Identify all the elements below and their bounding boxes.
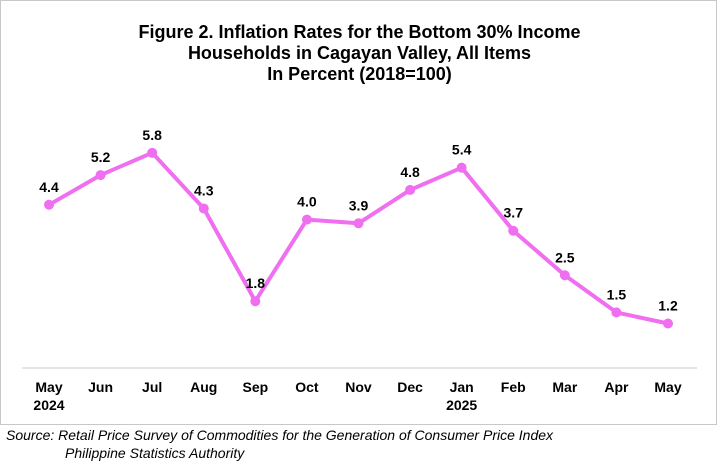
chart-frame (0, 0, 717, 425)
x-tick-label: Feb (501, 379, 526, 395)
data-point (405, 184, 416, 195)
line-chart: 4.4 May 2024 5.2 Jun 5.8 Jul 4.3 Aug 1.8 Sep 4.0 Oct… (22, 127, 697, 413)
chart-title-line-3: In Percent (2018=100) (267, 64, 452, 84)
chart-title-line-2: Households in Cagayan Valley, All Items (187, 43, 532, 63)
data-label: 4.3 (194, 182, 214, 198)
source-note: Source: Retail Price Survey of Commoditi… (6, 426, 553, 462)
data-point (147, 147, 158, 158)
x-tick-label: May (654, 379, 681, 395)
x-tick-label: Sep (242, 379, 268, 395)
x-tick-label: Dec (397, 379, 423, 395)
data-label: 3.7 (504, 205, 524, 221)
series-line (47, 150, 670, 326)
data-label: 1.2 (658, 297, 678, 313)
x-tick-year-label: 2025 (446, 397, 477, 413)
data-point (663, 318, 673, 329)
data-point (44, 199, 54, 210)
x-tick-label: Jul (142, 379, 162, 395)
data-label: 3.9 (349, 197, 369, 213)
data-point (198, 203, 209, 214)
data-label: 1.8 (246, 275, 266, 291)
data-point (456, 162, 467, 173)
data-point (611, 307, 622, 318)
data-point (301, 214, 312, 225)
data-point (559, 270, 570, 281)
x-tick-label: Jun (88, 379, 113, 395)
data-label: 4.0 (297, 194, 317, 210)
source-line-1: Source: Retail Price Survey of Commoditi… (6, 427, 554, 443)
data-point (508, 225, 519, 236)
data-label: 5.4 (452, 142, 472, 158)
data-point (250, 296, 261, 307)
x-tick-label: Aug (190, 379, 217, 395)
x-tick-label: Mar (552, 379, 577, 395)
chart-title-line-1: Figure 2. Inflation Rates for the Bottom… (138, 22, 581, 42)
x-tick-label: Jan (450, 379, 474, 395)
x-tick-label: Nov (345, 379, 372, 395)
x-tick-label: Oct (295, 379, 319, 395)
source-line-2: Philippine Statistics Authority (65, 445, 245, 461)
x-tick-label: Apr (604, 379, 629, 395)
data-label: 4.8 (400, 164, 420, 180)
x-tick-label: May (35, 379, 62, 395)
data-label: 2.5 (555, 249, 575, 265)
data-label: 1.5 (607, 286, 627, 302)
data-label: 4.4 (39, 179, 59, 195)
data-label: 5.2 (91, 149, 111, 165)
data-label: 5.8 (142, 127, 162, 143)
data-point (95, 170, 106, 181)
x-tick-year-label: 2024 (33, 397, 64, 413)
data-point (353, 218, 364, 229)
